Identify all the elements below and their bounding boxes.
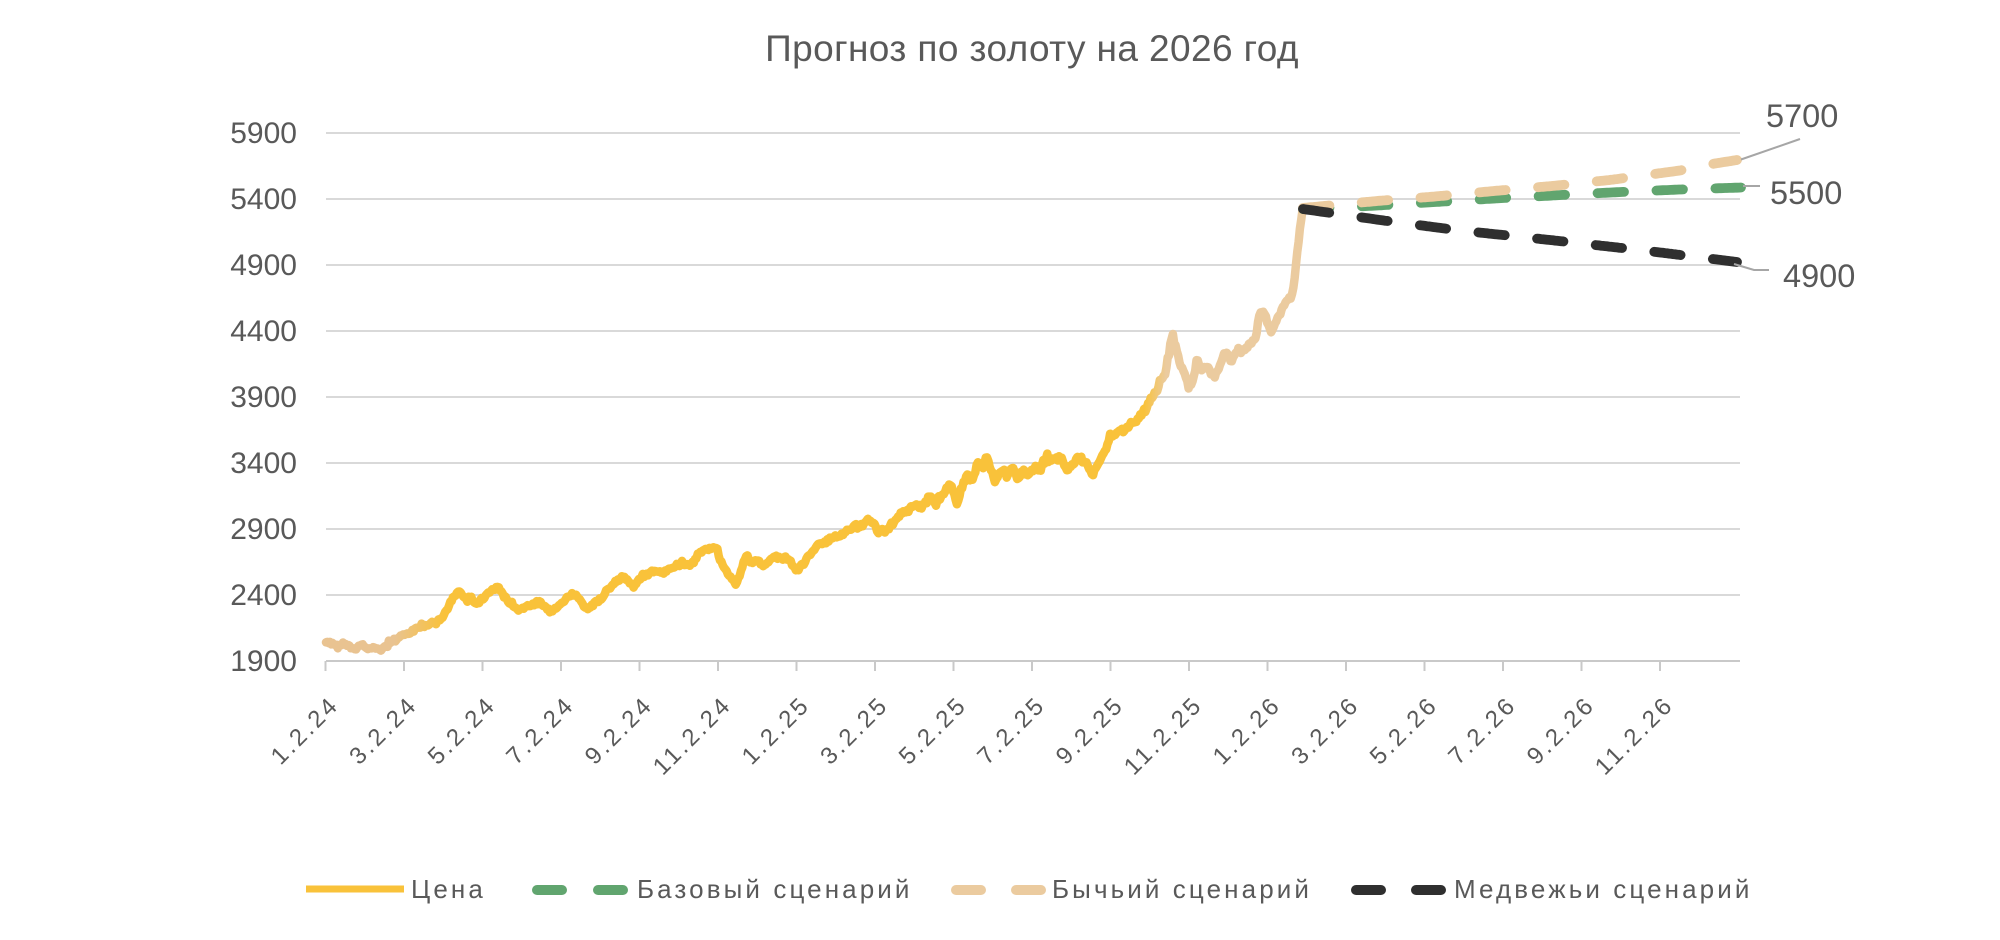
svg-text:7.2.24: 7.2.24: [501, 691, 580, 770]
svg-text:9.2.24: 9.2.24: [580, 691, 659, 770]
svg-text:4900: 4900: [230, 249, 297, 282]
svg-text:1.2.25: 1.2.25: [737, 691, 816, 770]
svg-text:Прогноз по золоту на 2026 год: Прогноз по золоту на 2026 год: [765, 28, 1299, 69]
svg-text:7.2.25: 7.2.25: [972, 691, 1051, 770]
svg-text:5900: 5900: [230, 117, 297, 150]
svg-text:9.2.25: 9.2.25: [1051, 691, 1130, 770]
svg-text:2900: 2900: [230, 513, 297, 546]
svg-text:5700: 5700: [1766, 98, 1838, 134]
svg-text:1.2.26: 1.2.26: [1208, 691, 1287, 770]
svg-text:Базовый сценарий: Базовый сценарий: [637, 874, 913, 904]
svg-text:9.2.26: 9.2.26: [1522, 691, 1601, 770]
svg-text:Цена: Цена: [411, 874, 486, 904]
svg-text:5.2.25: 5.2.25: [894, 691, 973, 770]
svg-text:4900: 4900: [1783, 258, 1855, 294]
svg-text:Медвежьи сценарий: Медвежьи сценарий: [1454, 874, 1752, 904]
svg-text:7.2.26: 7.2.26: [1443, 691, 1522, 770]
svg-text:11.2.24: 11.2.24: [648, 691, 737, 780]
svg-text:3.2.25: 3.2.25: [815, 691, 894, 770]
svg-text:3.2.26: 3.2.26: [1286, 691, 1365, 770]
svg-text:2400: 2400: [230, 579, 297, 612]
svg-text:Бычьий сценарий: Бычьий сценарий: [1052, 874, 1312, 904]
svg-text:3400: 3400: [230, 447, 297, 480]
svg-text:5.2.26: 5.2.26: [1365, 691, 1444, 770]
svg-text:3900: 3900: [230, 381, 297, 414]
svg-text:5500: 5500: [1770, 175, 1842, 211]
svg-text:5400: 5400: [230, 183, 297, 216]
svg-text:1900: 1900: [230, 645, 297, 678]
svg-text:4400: 4400: [230, 315, 297, 348]
svg-text:3.2.24: 3.2.24: [344, 691, 423, 770]
svg-text:11.2.25: 11.2.25: [1119, 691, 1208, 780]
svg-text:11.2.26: 11.2.26: [1590, 691, 1679, 780]
svg-text:5.2.24: 5.2.24: [423, 691, 502, 770]
svg-text:1.2.24: 1.2.24: [266, 691, 345, 770]
